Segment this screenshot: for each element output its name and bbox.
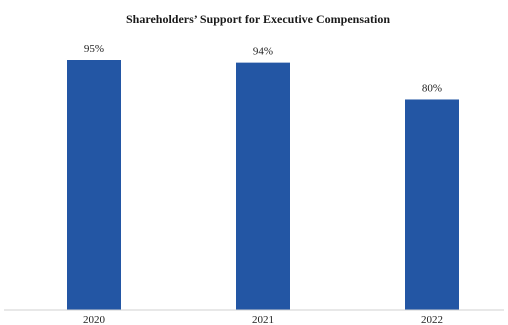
tick-label-2022: 2022 (421, 314, 443, 325)
chart-title: Shareholders’ Support for Executive Comp… (126, 12, 390, 26)
tick-label-2021: 2021 (252, 314, 274, 325)
bar-2020 (67, 60, 121, 310)
bar-2021 (236, 62, 290, 311)
bar-2022 (405, 99, 459, 310)
data-labels-group: 95% 94% 80% (84, 43, 442, 94)
data-label-2021: 94% (253, 46, 273, 58)
data-label-2022: 80% (422, 82, 442, 94)
bars-group (67, 60, 459, 311)
tick-labels-group: 2020 2021 2022 (83, 314, 443, 325)
tick-label-2020: 2020 (83, 314, 106, 325)
data-label-2020: 95% (84, 43, 104, 55)
